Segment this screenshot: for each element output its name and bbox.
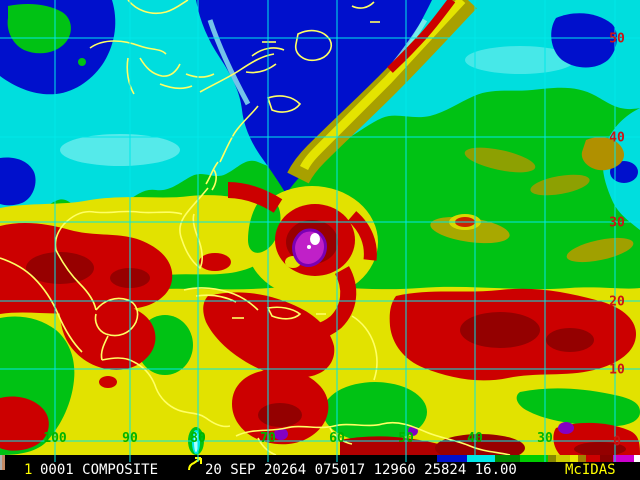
enhancement-colorbar xyxy=(437,455,640,462)
pointer-cursor-icon xyxy=(188,457,202,471)
hurricane-eye xyxy=(310,233,320,245)
cloud-temperature-regions xyxy=(0,0,640,455)
status-bar: 1 0001 COMPOSITE 20 SEP 20264 075017 129… xyxy=(0,455,640,480)
mcidas-brand-label: McIDAS xyxy=(565,462,616,478)
satellite-map[interactable] xyxy=(0,0,640,455)
frame-edge-marks xyxy=(0,455,5,470)
frame-number: 1 xyxy=(24,462,33,478)
cold-overshoot-spots xyxy=(274,422,574,440)
satellite-image-area[interactable] xyxy=(0,0,640,455)
product-label: 0001 COMPOSITE xyxy=(40,462,159,478)
image-datetime-info: 20 SEP 20264 075017 12960 25824 16.00 xyxy=(205,462,517,478)
